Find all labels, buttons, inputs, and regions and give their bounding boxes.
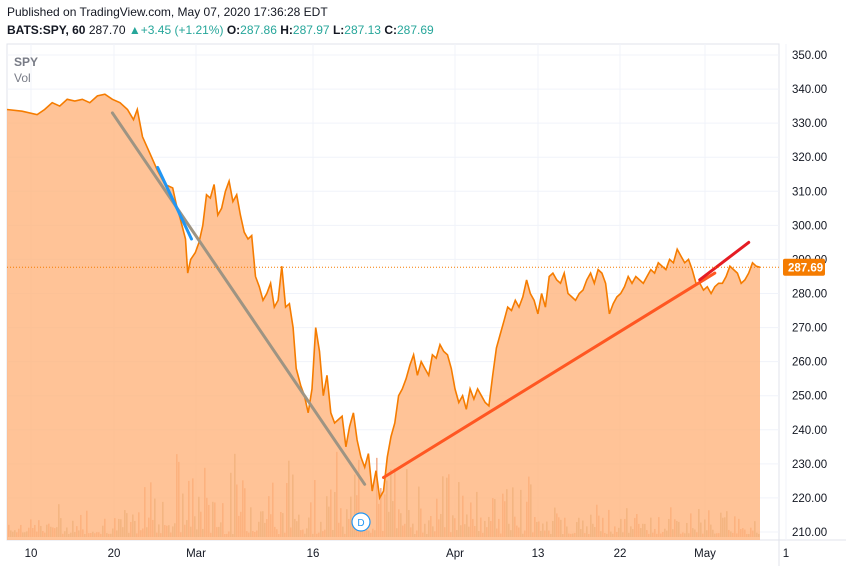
price-tick-label: 280.00: [792, 289, 827, 301]
time-tick-label: 13: [532, 548, 545, 560]
price-tick-label: 210.00: [792, 527, 827, 539]
change-value: +3.45 (+1.21%): [140, 23, 224, 37]
symbol-label: BATS:SPY, 60: [7, 23, 86, 37]
dividend-marker[interactable]: D: [351, 512, 371, 532]
price-tick-label: 330.00: [792, 118, 827, 130]
price-tick-label: 250.00: [792, 391, 827, 403]
open-label: O:: [226, 23, 241, 37]
price-tick-label: 260.00: [792, 357, 827, 369]
last-price-text: 287.69: [788, 262, 823, 274]
time-axis: [7, 540, 779, 566]
time-tick-label: 10: [25, 548, 38, 560]
time-tick-label: May: [694, 548, 716, 560]
dividend-label: D: [357, 518, 364, 529]
last-price-badge: 287.69: [783, 258, 825, 276]
time-axis-labels: 10 20 Mar 16 Apr 13 22 May 1: [25, 548, 790, 560]
low-value: 287.13: [344, 23, 381, 37]
price-tick-label: 270.00: [792, 323, 827, 335]
close-value: 287.69: [396, 23, 434, 37]
series-legend[interactable]: SPY: [14, 55, 39, 69]
trend-lines[interactable]: [110, 111, 751, 486]
triangle-up-icon: ▲: [128, 23, 141, 37]
price-tick-label: 350.00: [792, 50, 827, 62]
price-tick-label: 340.00: [792, 84, 827, 96]
price-axis-labels: 210.00 220.00 230.00 240.00 250.00 260.00 270.…: [792, 50, 827, 539]
time-tick-label: 22: [614, 548, 627, 560]
price-tick-label: 240.00: [792, 425, 827, 437]
price-tick-label: 320.00: [792, 152, 827, 164]
trend-line: [156, 165, 193, 241]
close-label: C:: [384, 23, 397, 37]
price-tick-label: 220.00: [792, 493, 827, 505]
time-tick-label: Mar: [186, 548, 206, 560]
low-label: L:: [332, 23, 345, 37]
price-tick-label: 230.00: [792, 459, 827, 471]
price-tick-label: 310.00: [792, 186, 827, 198]
price-tick-label: 300.00: [792, 220, 827, 232]
time-tick-label: 20: [108, 548, 121, 560]
published-info: Published on TradingView.com, May 07, 20…: [7, 5, 328, 19]
time-tick-label: Apr: [446, 548, 464, 560]
trend-line: [382, 271, 717, 479]
last-price: 287.70: [88, 23, 126, 37]
open-value: 287.86: [240, 23, 277, 37]
price-line: [6, 93, 761, 501]
volume-legend[interactable]: Vol: [14, 71, 31, 85]
trend-line: [110, 111, 367, 486]
high-value: 287.97: [292, 23, 330, 37]
price-area-fill: [7, 94, 760, 540]
symbol-ohlc-bar: BATS:SPY, 60 287.70 ▲+3.45 (+1.21%) O:28…: [7, 23, 434, 37]
time-tick-label: 1: [783, 548, 789, 560]
high-label: H:: [280, 23, 293, 37]
trend-line: [698, 240, 751, 282]
dividend-circle: [351, 512, 371, 532]
time-tick-label: 16: [307, 548, 320, 560]
